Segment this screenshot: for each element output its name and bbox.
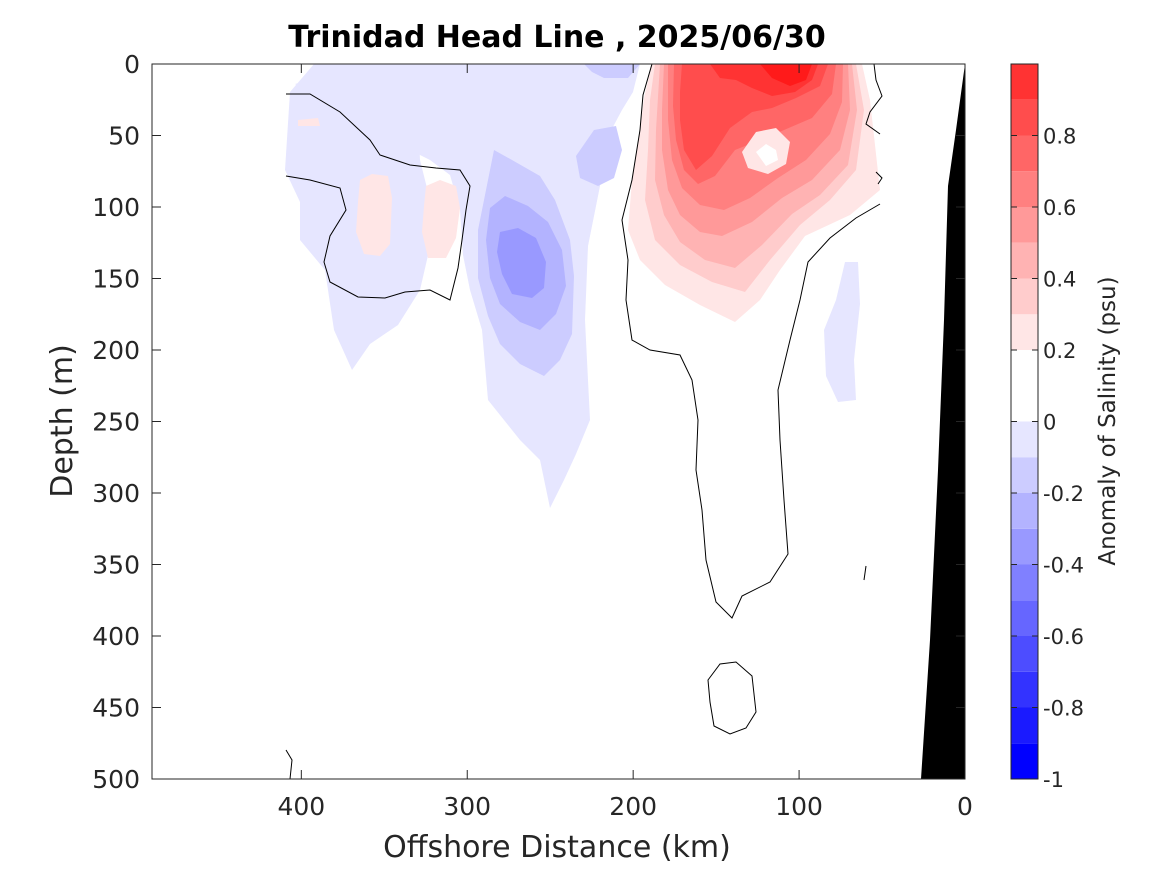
colorbar-segment — [1011, 671, 1038, 708]
fresh-small-patch-1 — [576, 126, 622, 186]
x-tick-label: 300 — [443, 792, 491, 821]
y-tick-label: 150 — [92, 265, 140, 294]
colorbar-segment — [1011, 314, 1038, 350]
x-axis: 400 300 200 100 0 — [277, 64, 973, 821]
salty-small-patch-west-1 — [356, 174, 392, 256]
zero-contour-bottom-left — [285, 749, 293, 779]
colorbar-tick-label: -0.8 — [1043, 697, 1084, 721]
fresh-small-patch-2 — [584, 64, 640, 78]
colorbar-segment — [1011, 135, 1038, 172]
colorbar-segment — [1011, 528, 1038, 565]
y-tick-label: 0 — [124, 50, 140, 79]
zero-contour-main — [621, 64, 881, 619]
colorbar-segment — [1011, 278, 1038, 315]
colorbar-label: Anomaly of Salinity (psu) — [1095, 276, 1121, 565]
x-tick-label: 100 — [775, 792, 823, 821]
zero-contour-west — [285, 93, 471, 301]
colorbar-segment — [1011, 242, 1038, 279]
colorbar-segment — [1011, 421, 1038, 458]
colorbar-tick-label: -0.2 — [1043, 482, 1084, 506]
colorbar-tick-label: -1 — [1043, 768, 1064, 792]
colorbar-tick-label: 0.6 — [1043, 196, 1076, 220]
colorbar-segment — [1011, 171, 1038, 207]
fresh-level-4-contour — [497, 228, 546, 298]
y-tick-label: 500 — [92, 765, 140, 794]
colorbar-segment — [1011, 99, 1038, 136]
colorbar-segment — [1011, 564, 1038, 601]
zero-contour-east-3 — [863, 565, 867, 581]
colorbar-tick-label: 0.2 — [1043, 339, 1076, 363]
y-tick-label: 450 — [92, 694, 140, 723]
colorbar-tick-label: -0.6 — [1043, 625, 1084, 649]
y-tick-label: 300 — [92, 479, 140, 508]
colorbar-segment — [1011, 350, 1038, 386]
colorbar-segment — [1011, 207, 1038, 243]
contour-field — [285, 64, 965, 779]
salty-inner-low-core — [756, 144, 778, 166]
x-tick-label: 0 — [957, 792, 973, 821]
colorbar-segment — [1011, 457, 1038, 493]
colorbar: -1 -0.8 -0.6 -0.4 -0.2 0 0.2 0.4 0.6 0.8 — [1010, 63, 1084, 792]
colorbar-segment — [1011, 385, 1038, 422]
x-tick-label: 200 — [609, 792, 657, 821]
y-tick-label: 100 — [92, 193, 140, 222]
fresh-region-outer-contour — [295, 64, 640, 508]
y-axis: 0 50 100 150 200 250 300 350 400 450 500 — [92, 50, 965, 794]
chart-title: Trinidad Head Line , 2025/06/30 — [288, 20, 825, 55]
colorbar-segment — [1011, 64, 1038, 100]
x-axis-label: Offshore Distance (km) — [383, 830, 731, 865]
colorbar-tick-label: 0 — [1043, 411, 1056, 435]
y-tick-label: 250 — [92, 408, 140, 437]
zero-contour-east-1 — [865, 64, 883, 135]
colorbar-segment — [1011, 636, 1038, 672]
zero-contours — [285, 64, 883, 779]
zero-contour-east-2 — [875, 171, 883, 185]
bottom-topography — [921, 64, 965, 779]
colorbar-tick-label: 0.4 — [1043, 268, 1076, 292]
colorbar-segment — [1011, 493, 1038, 529]
colorbar-segment — [1011, 707, 1038, 744]
colorbar-segment — [1011, 600, 1038, 636]
zero-contour-deep-loop — [707, 661, 757, 735]
salty-small-patch-west-2 — [422, 180, 460, 258]
x-tick-label: 400 — [277, 792, 325, 821]
colorbar-segment — [1011, 743, 1038, 779]
plot-area: 400 300 200 100 0 0 50 100 150 200 250 300 350 400 45… — [92, 50, 973, 821]
y-tick-label: 200 — [92, 336, 140, 365]
fresh-east-patch — [824, 262, 860, 402]
y-tick-label: 350 — [92, 551, 140, 580]
colorbar-tick-label: -0.4 — [1043, 554, 1084, 578]
y-tick-label: 50 — [108, 122, 140, 151]
y-tick-label: 400 — [92, 622, 140, 651]
y-axis-label: Depth (m) — [45, 344, 80, 498]
colorbar-tick-label: 0.8 — [1043, 125, 1076, 149]
salty-tiny-patch — [298, 118, 320, 126]
